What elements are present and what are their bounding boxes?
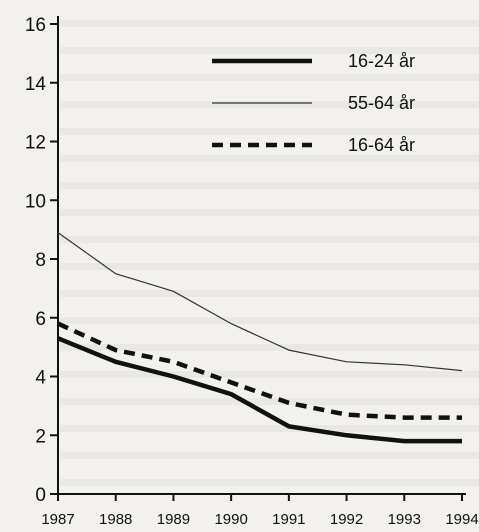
y-tick-label: 14 (25, 74, 47, 95)
x-tick-label: 1989 (157, 511, 190, 528)
x-tick-label: 1991 (272, 511, 305, 528)
x-tick-label: 1992 (330, 511, 363, 528)
chart-legend: 16-24 år 55-64 år 16-64 år (212, 51, 415, 155)
legend-label: 16-64 år (348, 135, 415, 155)
y-tick-label: 16 (25, 15, 46, 36)
legend-label: 16-24 år (348, 51, 415, 71)
y-tick-label: 6 (35, 309, 46, 330)
y-tick-label: 8 (35, 250, 46, 271)
y-tick-label: 12 (25, 133, 46, 154)
x-tick-label: 1993 (388, 511, 421, 528)
legend-label: 55-64 år (348, 93, 415, 113)
y-axis-ticks: 0 2 4 6 8 10 12 14 16 (25, 15, 58, 506)
y-tick-label: 4 (35, 368, 46, 389)
x-axis-ticks: 1987 1988 1989 1990 1991 1992 1993 1994 (41, 494, 479, 528)
series-line-16-24-r (57, 336, 462, 444)
x-tick-label: 1987 (41, 511, 74, 528)
series-line-16-64-r (57, 321, 462, 420)
y-tick-label: 0 (35, 485, 46, 506)
chart-axes (57, 16, 466, 495)
chart-series (57, 232, 463, 444)
x-tick-label: 1990 (214, 511, 247, 528)
y-tick-label: 10 (25, 191, 46, 212)
series-line-55-64-r (57, 232, 463, 372)
x-tick-label: 1988 (99, 511, 132, 528)
y-tick-label: 2 (35, 426, 46, 447)
x-tick-label: 1994 (445, 511, 478, 528)
